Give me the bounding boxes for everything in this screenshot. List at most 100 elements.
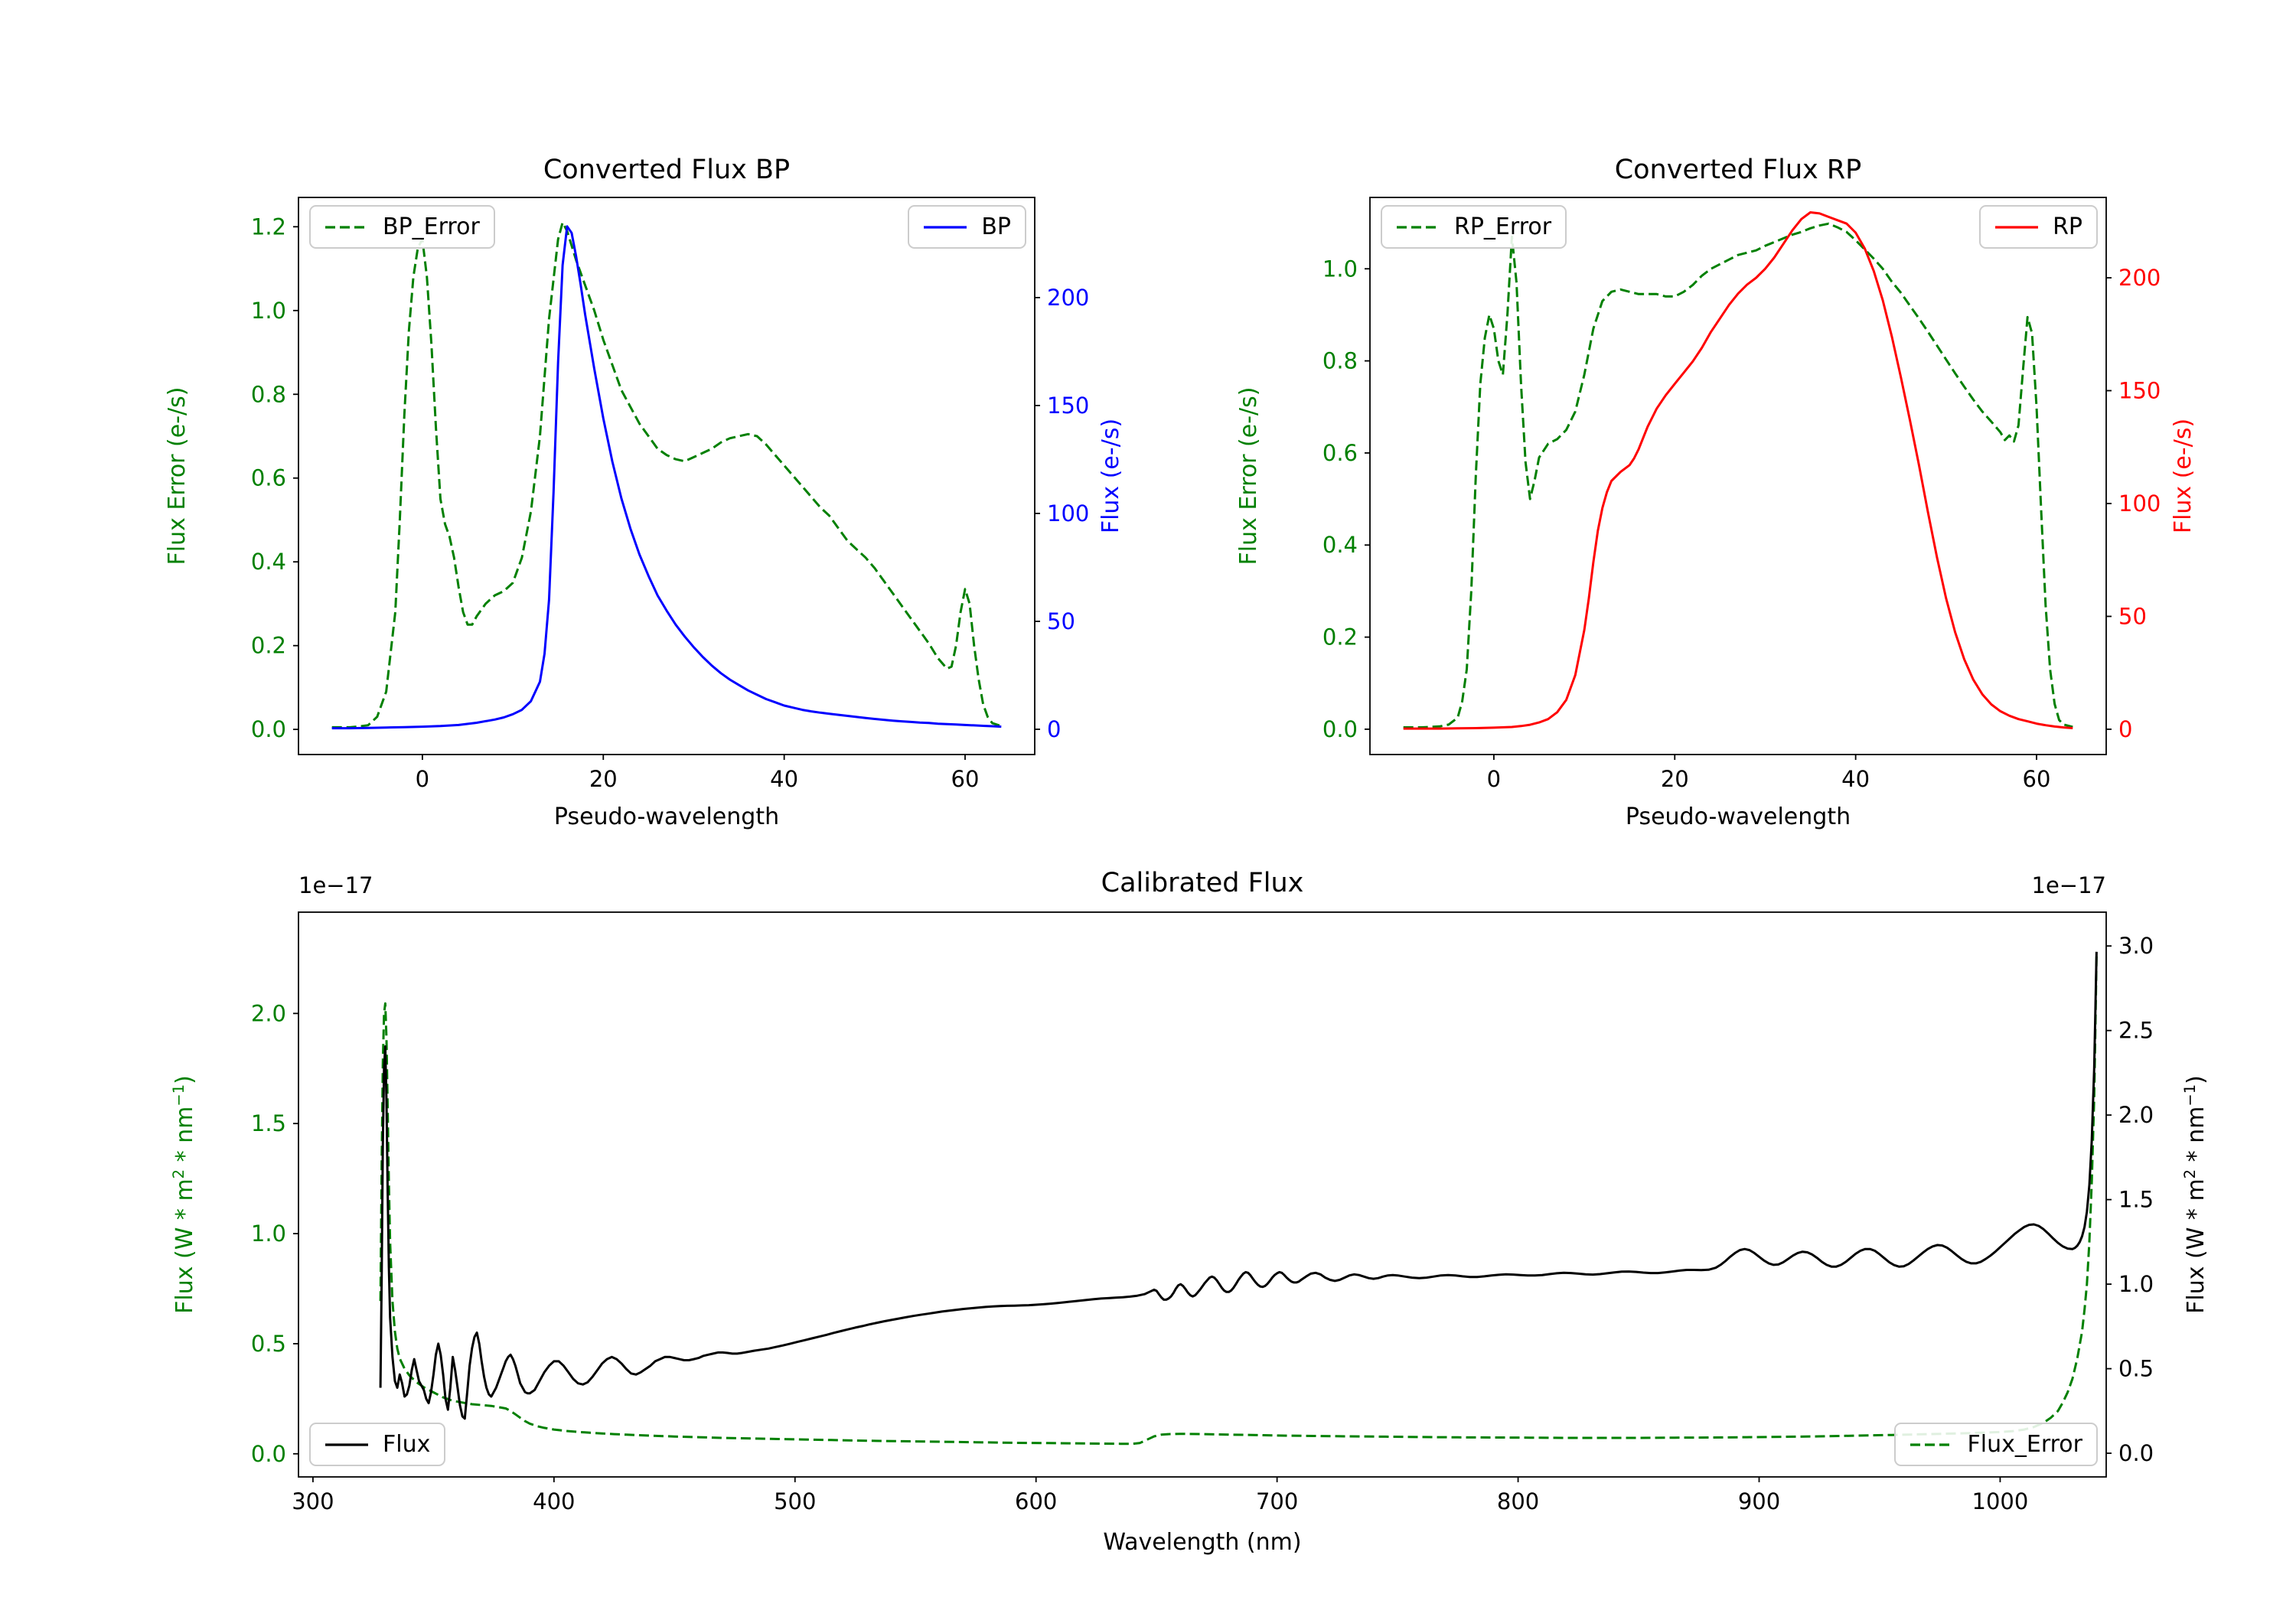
- y-tick-label-right: 100: [1047, 500, 1089, 526]
- y-tick-label-left: 0.4: [251, 549, 286, 575]
- legend-label: Flux_Error: [1967, 1431, 2082, 1458]
- chart-calibrated: 300 400 500 600 700 800 900 1000 0.0 0.5 1.0 1.5 2.0…: [251, 911, 2154, 1514]
- ylabel-sup: 2: [170, 1169, 188, 1179]
- legend-flux-error: Flux_Error: [1893, 1423, 2098, 1466]
- x-tick-label: 800: [1497, 1488, 1539, 1514]
- y-tick-label-left: 0.6: [1322, 440, 1358, 466]
- ylabel-text: * nm: [2183, 1106, 2210, 1169]
- legend-line-solid-icon: [325, 1442, 368, 1446]
- xlabel-bp: Pseudo-wavelength: [553, 804, 780, 830]
- legend-label: RP: [2053, 214, 2082, 240]
- y-tick-label-right: 50: [1047, 608, 1075, 634]
- y-tick-label-left: 0.0: [251, 1441, 286, 1467]
- ylabel-right-calibrated: Flux (W * m2 * nm−1): [2174, 965, 2210, 1424]
- y-tick-label-right: 3.0: [2118, 933, 2154, 959]
- x-tick-label: 500: [774, 1488, 816, 1514]
- y-tick-label-left: 1.0: [251, 1221, 286, 1247]
- legend-label: Flux: [383, 1431, 431, 1458]
- x-tick-label: 40: [1841, 766, 1870, 792]
- x-tick-label: 20: [589, 766, 618, 792]
- y-tick-label-left: 2.0: [251, 1000, 286, 1026]
- ylabel-sup: −1: [2181, 1084, 2199, 1107]
- ylabel-text: Flux (W * m: [2183, 1178, 2210, 1314]
- series-BP: [331, 225, 1002, 730]
- y-tick-label-right: 100: [2118, 491, 2161, 517]
- y-tick-label-left: 1.0: [251, 298, 286, 324]
- y-tick-label-right: 0.5: [2118, 1356, 2154, 1382]
- ylabel-sup: 2: [2181, 1169, 2199, 1179]
- y-tick-label-right: 200: [2118, 265, 2161, 291]
- y-tick-label-left: 0.2: [251, 633, 286, 659]
- legend-line-dashed-icon: [1397, 225, 1440, 229]
- chart-title-rp: Converted Flux RP: [1614, 155, 1862, 185]
- xlabel-calibrated: Wavelength (nm): [1103, 1529, 1302, 1556]
- chart-rp: 0 20 40 60 0.0 0.2 0.4 0.6 0.8 1.0 0 50 100 150 200: [1322, 197, 2161, 792]
- series-RP: [1403, 211, 2073, 730]
- legend-line-dashed-icon: [325, 225, 368, 229]
- ylabel-left-bp: Flux Error (e-/s): [164, 386, 191, 566]
- ylabel-right-bp: Flux (e-/s): [1097, 418, 1124, 534]
- y-tick-label-right: 1.5: [2118, 1187, 2154, 1213]
- legend-label: RP_Error: [1454, 214, 1552, 240]
- y-tick-label-left: 1.2: [251, 214, 286, 240]
- ylabel-text: ): [171, 1075, 198, 1084]
- y-tick-label-left: 0.4: [1322, 532, 1358, 558]
- x-tick-label: 900: [1738, 1488, 1780, 1514]
- axes-spines-rp: [1369, 197, 2107, 755]
- x-tick-label: 60: [951, 766, 980, 792]
- y-tick-label-left: 0.6: [251, 465, 286, 491]
- y-tick-label-left: 0.8: [1322, 348, 1358, 374]
- y-tick-label-left: 0.0: [251, 716, 286, 742]
- y-tick-label-right: 150: [2118, 377, 2161, 403]
- y-tick-label-right: 0: [1047, 716, 1061, 742]
- legend-label: BP: [981, 214, 1011, 240]
- x-tick-label: 400: [533, 1488, 575, 1514]
- ylabel-text: * nm: [171, 1106, 198, 1169]
- y-tick-label-right: 200: [1047, 285, 1089, 311]
- x-tick-label: 1000: [1972, 1488, 2029, 1514]
- chart-title-bp: Converted Flux BP: [543, 155, 791, 185]
- y-tick-label-right: 0: [2118, 716, 2132, 742]
- offset-text-right: 1e−17: [2031, 872, 2107, 898]
- y-tick-label-left: 1.5: [251, 1110, 286, 1136]
- chart-title-calibrated: Calibrated Flux: [1101, 868, 1304, 898]
- offset-text-left: 1e−17: [298, 872, 373, 898]
- legend-line-solid-icon: [924, 225, 967, 229]
- chart-bp: 0 20 40 60 0.0 0.2 0.4 0.6 0.8 1.0 1.2 0 50 100 150 200: [251, 197, 1089, 792]
- ylabel-left-calibrated: Flux (W * m2 * nm−1): [163, 965, 198, 1424]
- ylabel-text: ): [2183, 1075, 2210, 1084]
- series-Flux_Error: [379, 954, 2098, 1446]
- legend-line-dashed-icon: [1910, 1442, 1953, 1446]
- ylabel-right-rp: Flux (e-/s): [2170, 418, 2197, 534]
- legend-rp: RP: [1979, 205, 2098, 249]
- x-tick-label: 40: [770, 766, 798, 792]
- x-tick-label: 600: [1015, 1488, 1057, 1514]
- axes-spines-calibrated: [298, 911, 2107, 1478]
- series-RP_Error: [1403, 222, 2073, 729]
- legend-rp-error: RP_Error: [1381, 205, 1567, 249]
- y-tick-label-left: 0.8: [251, 381, 286, 407]
- xlabel-rp: Pseudo-wavelength: [1625, 804, 1851, 830]
- x-tick-label: 0: [1487, 766, 1501, 792]
- legend-line-solid-icon: [1995, 225, 2039, 229]
- y-tick-label-right: 150: [1047, 393, 1089, 419]
- x-tick-label: 0: [416, 766, 429, 792]
- y-tick-label-left: 0.0: [1322, 716, 1358, 742]
- legend-bp: BP: [908, 205, 1026, 249]
- y-tick-label-right: 2.5: [2118, 1018, 2154, 1044]
- ylabel-left-rp: Flux Error (e-/s): [1235, 386, 1262, 566]
- series-BP_Error: [331, 221, 1002, 729]
- series-Flux: [379, 951, 2098, 1420]
- legend-flux: Flux: [309, 1423, 446, 1466]
- ylabel-sup: −1: [170, 1084, 188, 1107]
- x-tick-label: 700: [1256, 1488, 1298, 1514]
- x-tick-label: 20: [1661, 766, 1689, 792]
- x-tick-label: 60: [2023, 766, 2051, 792]
- axes-spines-bp: [298, 197, 1035, 755]
- y-tick-label-left: 1.0: [1322, 256, 1358, 282]
- y-tick-label-right: 1.0: [2118, 1271, 2154, 1297]
- y-tick-label-left: 0.2: [1322, 624, 1358, 650]
- ylabel-text: Flux (W * m: [171, 1178, 198, 1314]
